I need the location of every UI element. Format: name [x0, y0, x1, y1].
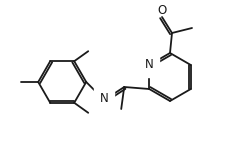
Text: N: N — [100, 93, 109, 105]
Text: O: O — [157, 3, 167, 16]
Text: N: N — [145, 59, 154, 71]
